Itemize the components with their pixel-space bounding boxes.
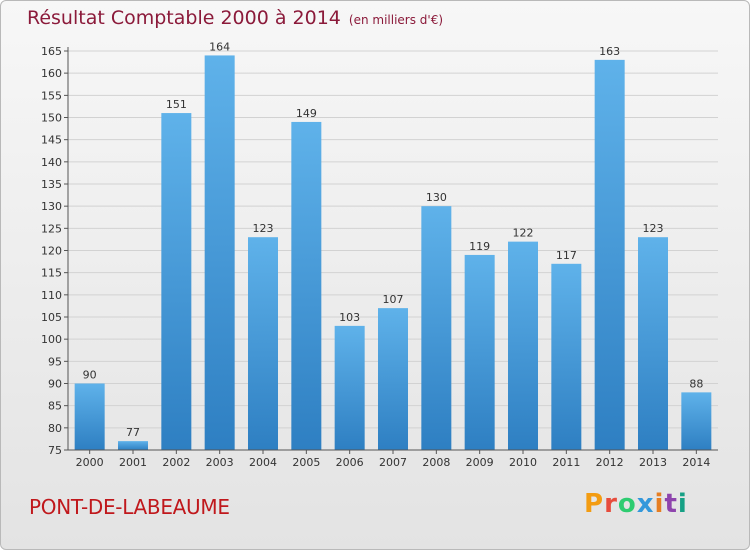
y-tick-label: 125 [41, 222, 62, 235]
y-tick-label: 95 [48, 355, 62, 368]
data-label-2011: 117 [556, 249, 577, 262]
x-tick-label-2009: 2009 [466, 456, 494, 469]
logo-letter: P [584, 489, 605, 519]
y-tick-label: 85 [48, 400, 62, 413]
data-label-2008: 130 [426, 191, 447, 204]
bar-2006 [334, 325, 365, 450]
y-tick-label: 140 [41, 156, 62, 169]
data-label-2002: 151 [166, 98, 187, 111]
data-label-2005: 149 [296, 107, 317, 120]
x-tick-label-2011: 2011 [552, 456, 580, 469]
bar-2013 [638, 237, 668, 450]
data-label-2013: 123 [643, 222, 664, 235]
data-label-2010: 122 [513, 227, 534, 240]
logo-letter: i [677, 489, 688, 519]
data-label-2014: 88 [689, 377, 703, 390]
bar-2009 [464, 254, 495, 450]
bar-2003 [204, 55, 235, 450]
x-tick-label-2008: 2008 [422, 456, 450, 469]
proxiti-logo: Proxiti [584, 489, 688, 519]
y-tick-label: 130 [41, 200, 62, 213]
bar-2005 [291, 121, 322, 450]
y-tick-label: 135 [41, 178, 62, 191]
axis-layer: 75 80 85 90 95 100 105 110 115 120 125 130 135 140 145… [41, 45, 718, 469]
x-tick-label-2014: 2014 [682, 456, 710, 469]
y-tick-label: 105 [41, 311, 62, 324]
x-tick-label-2003: 2003 [206, 456, 234, 469]
logo-letter: r [604, 489, 618, 519]
x-tick-label-2005: 2005 [292, 456, 320, 469]
data-label-2006: 103 [339, 311, 360, 324]
x-tick-label-2007: 2007 [379, 456, 407, 469]
x-tick-label-2004: 2004 [249, 456, 277, 469]
x-tick-label-2002: 2002 [162, 456, 190, 469]
y-tick-label: 155 [41, 89, 62, 102]
bar-2004 [248, 237, 278, 450]
bar-2010 [508, 241, 538, 450]
data-label-2004: 123 [253, 222, 274, 235]
x-tick-label-2000: 2000 [76, 456, 104, 469]
x-tick-label-2006: 2006 [336, 456, 364, 469]
x-tick-label-2010: 2010 [509, 456, 537, 469]
chart-unit-note: (en milliers d'€) [348, 13, 444, 27]
y-tick-label: 90 [48, 378, 62, 391]
x-tick-label-2012: 2012 [596, 456, 624, 469]
y-tick-label: 115 [41, 267, 62, 280]
bar-2001 [118, 441, 148, 450]
bar-2014 [681, 392, 712, 450]
chart-title-text: Résultat Comptable 2000 à 2014 [27, 7, 341, 29]
bar-2002 [161, 113, 192, 451]
data-label-2007: 107 [383, 293, 404, 306]
bar-2011 [551, 263, 582, 450]
logo-letter: o [617, 489, 637, 519]
y-tick-label: 165 [41, 45, 62, 58]
bar-2007 [378, 308, 408, 450]
data-label-2001: 77 [126, 426, 140, 439]
y-tick-label: 110 [41, 289, 62, 302]
x-tick-label-2013: 2013 [639, 456, 667, 469]
logo-letter: i [654, 489, 665, 519]
logo-letter: x [636, 489, 655, 519]
y-tick-label: 145 [41, 134, 62, 147]
y-tick-label: 75 [48, 444, 62, 457]
data-label-2009: 119 [469, 240, 490, 253]
chart-title: Résultat Comptable 2000 à 2014 (en millie… [27, 7, 443, 29]
place-name: PONT-DE-LABEAUME [29, 495, 230, 519]
data-label-2003: 164 [209, 40, 230, 53]
data-label-2012: 163 [599, 45, 620, 58]
y-tick-label: 80 [48, 422, 62, 435]
y-tick-label: 160 [41, 67, 62, 80]
bar-layer: 90 77 151 164 123 149 103 107 130 119 122 117 163 123… [74, 40, 712, 451]
y-tick-label: 150 [41, 112, 62, 125]
data-label-2000: 90 [83, 369, 97, 382]
y-tick-label: 100 [41, 333, 62, 346]
bar-2000 [74, 383, 105, 450]
x-tick-label-2001: 2001 [119, 456, 147, 469]
bar-2012 [594, 59, 625, 450]
y-tick-label: 120 [41, 245, 62, 258]
bar-2008 [421, 206, 452, 450]
logo-letter: t [664, 489, 678, 519]
